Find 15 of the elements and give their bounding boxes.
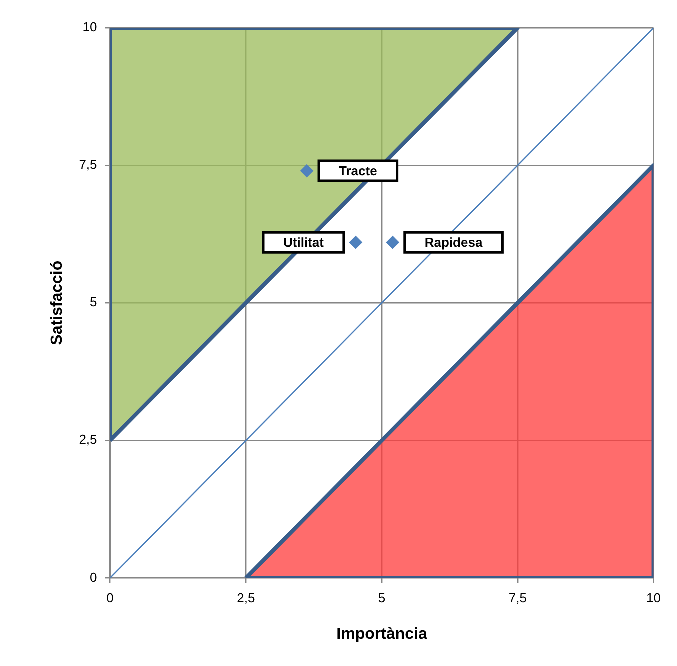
y-tick-label: 2,5 bbox=[79, 432, 98, 448]
annotation: Utilitat bbox=[283, 235, 325, 250]
x-tick-label: 5 bbox=[378, 590, 386, 606]
y-tick-label: 7,5 bbox=[79, 157, 98, 172]
y-tick-label: 5 bbox=[90, 294, 98, 310]
y-tick-label: 10 bbox=[82, 20, 98, 35]
x-tick-label: 0 bbox=[106, 590, 114, 606]
annotation: Tracte bbox=[339, 164, 378, 179]
y-axis-title: Satisfacció bbox=[49, 260, 66, 346]
y-tick-label: 0 bbox=[90, 570, 98, 585]
x-tick-label: 2,5 bbox=[237, 590, 256, 606]
x-tick-label: 7,5 bbox=[508, 590, 527, 606]
annotation: Rapidesa bbox=[424, 235, 484, 250]
x-axis-title: Importància bbox=[336, 626, 428, 643]
x-tick-label: 10 bbox=[646, 590, 662, 606]
